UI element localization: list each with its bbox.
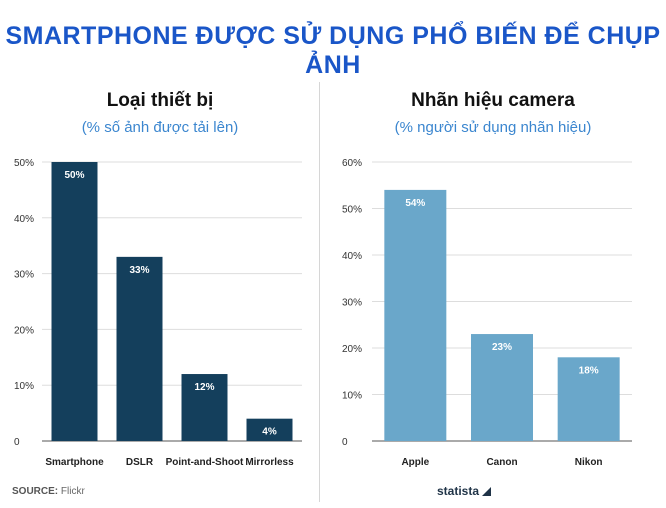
y-tick-label: 30% xyxy=(342,298,362,309)
data-label: 50% xyxy=(64,170,84,181)
bar-dslr xyxy=(116,256,163,441)
y-tick-label: 0 xyxy=(14,437,20,448)
category-label: Point-and-Shoot xyxy=(166,457,244,468)
y-tick-label: 20% xyxy=(342,344,362,355)
category-label: Apple xyxy=(401,457,429,468)
device-type-bar-chart: 0 10% 20% 30% 40% 50% 50% Smartphone 33% DSLR 12% P… xyxy=(14,158,302,468)
y-tick-label: 40% xyxy=(342,251,362,262)
category-label: Mirrorless xyxy=(245,457,294,468)
right-chart-title: Nhãn hiệu camera xyxy=(411,90,575,111)
category-label: Smartphone xyxy=(45,457,104,468)
category-label: Nikon xyxy=(575,457,603,468)
left-chart-subtitle: (% số ảnh được tải lên) xyxy=(81,119,239,136)
y-tick-label: 10% xyxy=(342,391,362,402)
bar-point-and-shoot xyxy=(181,374,228,441)
bar-canon xyxy=(471,334,533,441)
page-title: SMARTPHONE ĐƯỢC SỬ DỤNG PHỔ BIẾN ĐỂ CHỤP… xyxy=(5,22,661,79)
y-tick-label: 50% xyxy=(14,158,34,169)
source-label: SOURCE: xyxy=(12,486,59,497)
y-tick-label: 60% xyxy=(342,158,362,169)
bar-nikon xyxy=(557,357,620,441)
right-chart-subtitle: (% người sử dụng nhãn hiệu) xyxy=(394,119,592,136)
statista-mark-icon xyxy=(482,486,492,496)
bar-apple xyxy=(384,189,447,441)
data-label: 12% xyxy=(194,382,214,393)
source-value: Flickr xyxy=(60,486,85,497)
data-label: 23% xyxy=(492,342,512,353)
brand-name: statista xyxy=(437,484,480,498)
bar-mirrorless xyxy=(246,418,293,441)
category-label: Canon xyxy=(486,457,517,468)
y-tick-label: 30% xyxy=(14,270,34,281)
source-note: SOURCE: Flickr xyxy=(12,486,85,497)
left-chart-title: Loại thiết bị xyxy=(106,90,214,111)
y-tick-label: 10% xyxy=(14,381,34,392)
category-label: DSLR xyxy=(126,457,154,468)
panel-divider xyxy=(319,82,320,502)
y-tick-label: 20% xyxy=(14,325,34,336)
y-tick-label: 50% xyxy=(342,205,362,216)
data-label: 54% xyxy=(405,198,425,209)
data-label: 4% xyxy=(262,427,277,438)
bar-smartphone xyxy=(51,162,98,441)
y-tick-label: 40% xyxy=(14,214,34,225)
camera-brand-bar-chart: 0 10% 20% 30% 40% 50% 60% 54% Apple 23% Canon 18% Ni… xyxy=(342,158,632,468)
y-tick-label: 0 xyxy=(342,437,348,448)
data-label: 18% xyxy=(579,365,599,376)
statista-logo: statista xyxy=(437,484,492,498)
data-label: 33% xyxy=(129,265,149,276)
